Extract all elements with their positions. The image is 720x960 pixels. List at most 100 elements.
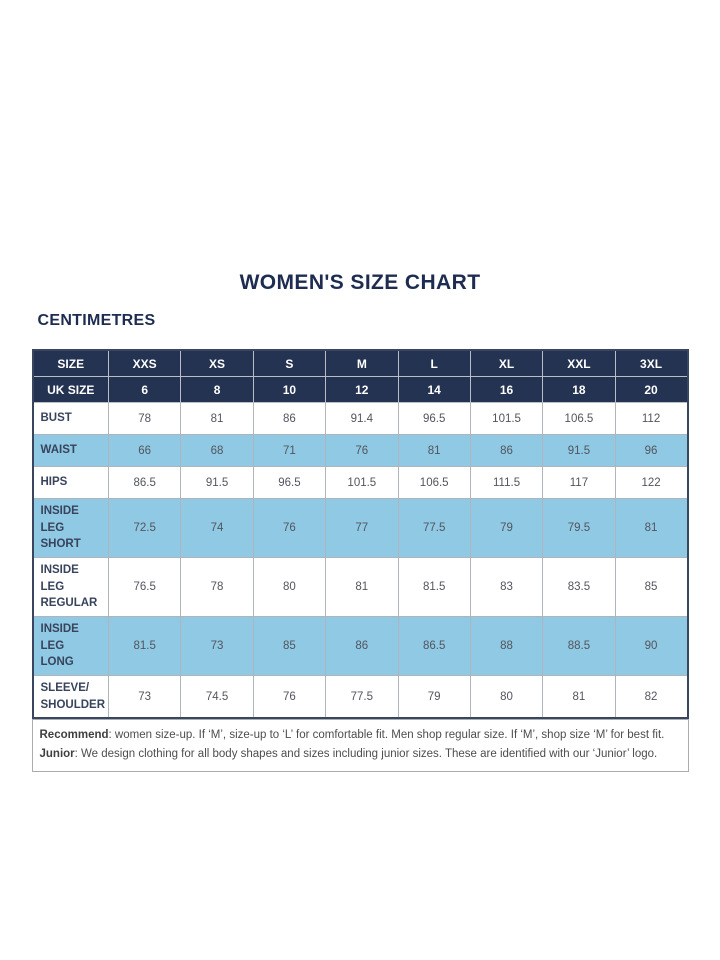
header-value-cell: XS — [180, 349, 254, 377]
row-label-cell: INSIDE LEG SHORT — [32, 497, 109, 559]
row-label-cell: WAIST — [32, 434, 109, 467]
table-head: SIZE XXS XS S M L XL XXL 3XL UK SIZE 6 8 10 12 14 16 18 2… — [32, 349, 689, 403]
value-cell: 83 — [469, 557, 544, 618]
value-cell: 81 — [397, 434, 471, 467]
value-cell: 88.5 — [542, 616, 616, 677]
value-cell: 96.5 — [397, 402, 471, 435]
table-row: INSIDE LEG REGULAR 76.5 78 80 81 81.5 83 83.5 85 — [32, 557, 689, 618]
value-cell: 79 — [469, 497, 544, 559]
value-cell: 80 — [469, 675, 544, 719]
value-cell: 81.5 — [397, 557, 471, 618]
header-value-cell: XXS — [107, 349, 182, 377]
value-cell: 78 — [107, 402, 182, 435]
header-value-cell: M — [325, 349, 399, 377]
value-cell: 66 — [107, 434, 182, 467]
row-label-cell: SLEEVE/ SHOULDER — [32, 675, 109, 719]
value-cell: 79.5 — [542, 497, 616, 559]
value-cell: 86 — [469, 434, 544, 467]
value-cell: 91.5 — [180, 466, 254, 499]
value-cell: 79 — [397, 675, 471, 719]
table-row: HIPS 86.5 91.5 96.5 101.5 106.5 111.5 117 122 — [32, 466, 689, 499]
value-cell: 71 — [252, 434, 327, 467]
value-cell: 85 — [252, 616, 327, 677]
value-cell: 101.5 — [325, 466, 399, 499]
row-label-cell: HIPS — [32, 466, 109, 499]
table-row: BUST 78 81 86 91.4 96.5 101.5 106.5 112 — [32, 402, 689, 435]
footnote-junior-label: Junior — [39, 748, 75, 761]
value-cell: 76 — [252, 497, 327, 559]
value-cell: 88 — [469, 616, 544, 677]
header-value-cell: 3XL — [614, 349, 689, 377]
header-value-cell: 8 — [180, 376, 254, 403]
header-value-cell: L — [397, 349, 471, 377]
value-cell: 81 — [614, 497, 689, 559]
value-cell: 73 — [180, 616, 254, 677]
header-value-cell: 14 — [397, 376, 471, 403]
header-value-cell: XL — [469, 349, 544, 377]
table-row: WAIST 66 68 71 76 81 86 91.5 96 — [32, 434, 689, 467]
header-value-cell: 12 — [325, 376, 399, 403]
header-value-cell: 16 — [469, 376, 544, 403]
size-chart-table: SIZE XXS XS S M L XL XXL 3XL UK SIZE 6 8 10 12 14 16 18 2… — [31, 349, 689, 720]
table-body: BUST 78 81 86 91.4 96.5 101.5 106.5 112 WAIST 66 68… — [32, 402, 689, 719]
value-cell: 122 — [614, 466, 689, 499]
footnote-recommend-label: Recommend — [39, 729, 109, 742]
row-label-cell: BUST — [32, 402, 109, 435]
units-heading: CENTIMETRES — [37, 312, 156, 329]
value-cell: 91.4 — [325, 402, 399, 435]
value-cell: 68 — [180, 434, 254, 467]
value-cell: 81 — [325, 557, 399, 618]
page-title: WOMEN'S SIZE CHART — [239, 271, 481, 294]
value-cell: 112 — [614, 402, 689, 435]
value-cell: 82 — [614, 675, 689, 719]
value-cell: 86.5 — [107, 466, 182, 499]
header-label-cell: SIZE — [32, 349, 109, 377]
value-cell: 111.5 — [469, 466, 544, 499]
header-label-cell: UK SIZE — [32, 376, 109, 403]
header-value-cell: 18 — [542, 376, 616, 403]
header-row: SIZE XXS XS S M L XL XXL 3XL — [32, 349, 689, 377]
table-row: SLEEVE/ SHOULDER 73 74.5 76 77.5 79 80 81 82 — [32, 675, 689, 719]
table-row: INSIDE LEG LONG 81.5 73 85 86 86.5 88 88.5 90 — [32, 616, 689, 677]
value-cell: 86.5 — [397, 616, 471, 677]
value-cell: 96 — [614, 434, 689, 467]
row-label-cell: INSIDE LEG LONG — [32, 616, 109, 677]
value-cell: 86 — [252, 402, 327, 435]
value-cell: 76.5 — [107, 557, 182, 618]
table-row: INSIDE LEG SHORT 72.5 74 76 77 77.5 79 79.5 81 — [32, 497, 689, 559]
value-cell: 81 — [542, 675, 616, 719]
value-cell: 76 — [252, 675, 327, 719]
value-cell: 73 — [107, 675, 182, 719]
header-value-cell: S — [252, 349, 327, 377]
value-cell: 78 — [180, 557, 254, 618]
value-cell: 91.5 — [542, 434, 616, 467]
value-cell: 74 — [180, 497, 254, 559]
footnote-junior-line: Junior: We design clothing for all body … — [40, 745, 680, 764]
value-cell: 86 — [325, 616, 399, 677]
size-chart-page: WOMEN'S SIZE CHART CENTIMETRES SIZE XXS XS… — [31, 0, 689, 772]
value-cell: 81.5 — [107, 616, 182, 677]
header-value-cell: 6 — [107, 376, 182, 403]
row-label-cell: INSIDE LEG REGULAR — [32, 557, 109, 618]
value-cell: 80 — [252, 557, 327, 618]
value-cell: 85 — [614, 557, 689, 618]
value-cell: 77.5 — [325, 675, 399, 719]
footnote-recommend-text: : women size-up. If ‘M’, size-up to ‘L’ … — [108, 729, 665, 742]
header-value-cell: 10 — [252, 376, 327, 403]
header-value-cell: XXL — [542, 349, 616, 377]
value-cell: 76 — [325, 434, 399, 467]
value-cell: 72.5 — [107, 497, 182, 559]
value-cell: 96.5 — [252, 466, 327, 499]
value-cell: 77.5 — [397, 497, 471, 559]
value-cell: 81 — [180, 402, 254, 435]
value-cell: 117 — [542, 466, 616, 499]
header-value-cell: 20 — [614, 376, 689, 403]
value-cell: 77 — [325, 497, 399, 559]
value-cell: 83.5 — [542, 557, 616, 618]
value-cell: 90 — [614, 616, 689, 677]
footnote-recommend-line: Recommend: women size-up. If ‘M’, size-u… — [40, 726, 680, 745]
footnote-junior-text: : We design clothing for all body shapes… — [74, 748, 658, 761]
header-row: UK SIZE 6 8 10 12 14 16 18 20 — [32, 376, 689, 403]
value-cell: 101.5 — [469, 402, 544, 435]
value-cell: 106.5 — [542, 402, 616, 435]
